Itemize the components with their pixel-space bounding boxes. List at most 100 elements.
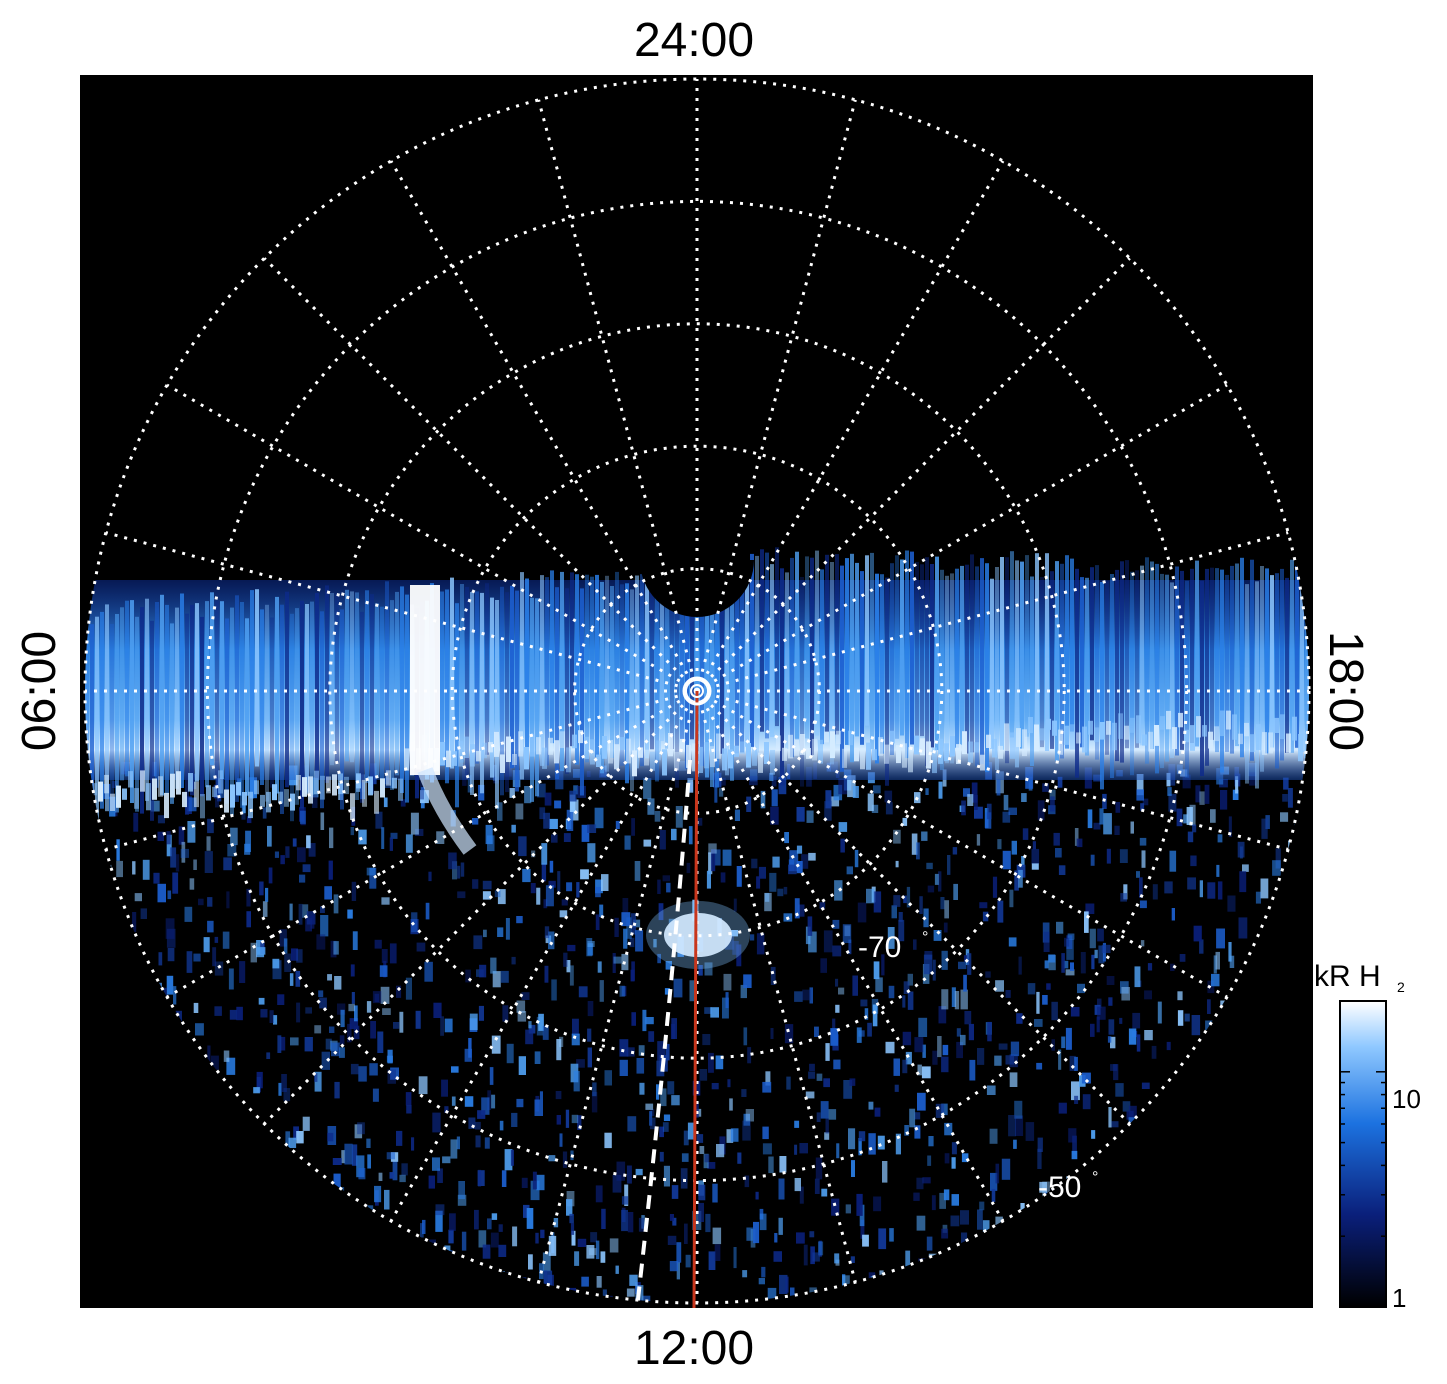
noise-pixel [206,836,211,851]
auroral-fringe [602,736,607,759]
auroral-streak [1260,566,1264,772]
noise-pixel [982,1220,990,1239]
auroral-streak [595,574,599,757]
noise-pixel [530,883,536,894]
colorbar-ticks [1340,1000,1386,1308]
noise-pixel [328,860,333,880]
auroral-streak [530,597,534,802]
noise-pixel [351,992,355,1004]
noise-pixel [551,834,558,843]
noise-pixel [468,1117,476,1129]
auroral-streak [275,596,279,794]
noise-pixel [132,861,136,875]
noise-pixel [816,1112,821,1122]
noise-pixel [613,956,622,964]
auroral-fringe [578,730,583,744]
noise-pixel [592,1082,597,1097]
noise-pixel [167,948,175,962]
noise-pixel [711,849,716,872]
auroral-streak [865,555,869,726]
auroral-streak [820,569,824,745]
auroral-streak [785,572,789,749]
noise-pixel [665,961,672,970]
meridian-line [696,689,1228,999]
auroral-fringe [308,776,313,804]
noise-pixel [767,1287,777,1303]
dawn-streak-tail [417,767,477,855]
latitude-label-50: -50 [1038,1171,1081,1204]
noise-pixel [913,939,917,950]
auroral-streak [140,607,144,814]
auroral-streak [1065,555,1069,749]
noise-pixel [889,1228,894,1242]
noise-pixel [281,1074,287,1092]
noise-pixel [487,835,495,852]
local-time-label-right: 18:00 [1319,631,1372,751]
noise-pixel [242,802,246,814]
noise-pixel [960,1034,966,1046]
noise-pixel [926,862,933,870]
auroral-fringe [128,771,133,788]
noise-pixel [808,931,817,953]
noise-pixel [222,931,230,949]
auroral-streak [825,554,829,732]
noise-pixel [482,880,492,890]
noise-pixel [1008,1115,1016,1137]
noise-pixel [873,891,882,913]
auroral-fringe [728,749,733,769]
noise-pixel [450,1139,458,1159]
noise-pixel [746,796,752,812]
auroral-streak [775,547,779,727]
noise-pixel [808,852,816,861]
auroral-fringe [584,736,589,759]
noise-pixel [621,1196,629,1205]
auroral-streak [330,593,334,766]
auroral-fringe [170,773,175,798]
noise-pixel [833,1059,841,1070]
noise-pixel [285,846,290,858]
auroral-streak [590,576,594,753]
auroral-streak [685,565,689,769]
noise-pixel [877,1135,885,1150]
noise-pixel [260,1009,268,1018]
auroral-streak [735,577,739,754]
noise-pixel [624,1184,629,1206]
noise-pixel [1261,818,1268,839]
auroral-fringe [902,743,907,768]
noise-pixel [712,1227,722,1245]
noise-pixel [659,1126,664,1138]
noise-pixel [405,834,413,853]
auroral-streak [175,607,179,789]
noise-pixel [536,887,541,905]
noise-pixel [1082,1094,1091,1110]
noise-pixel [916,1177,924,1190]
noise-pixel [830,1028,839,1046]
auroral-streak [405,594,409,803]
noise-pixel [266,1052,271,1059]
noise-pixel [821,1188,828,1197]
noise-pixel [390,832,398,839]
auroral-fringe [812,738,817,761]
auroral-streak [1145,557,1149,764]
noise-pixel [761,1266,766,1278]
noise-pixel [633,919,641,928]
noise-pixel [1098,945,1105,964]
auroral-fringe [404,748,409,771]
noise-pixel [369,867,377,889]
auroral-fringe [254,780,259,795]
noise-pixel [280,855,285,865]
auroral-fringe [272,784,277,801]
noise-pixel [1113,1064,1119,1081]
noise-pixel [698,965,703,976]
auroral-fringe [500,754,505,773]
auroral-streak [745,575,749,747]
noise-pixel [1087,809,1093,829]
meridian-line [695,690,1005,1222]
noise-pixel [1061,1036,1066,1049]
noise-pixel [893,1058,900,1076]
auroral-streak [1185,580,1189,778]
auroral-fringe [1274,717,1279,733]
noise-pixel [274,851,279,858]
noise-pixel [967,953,972,975]
